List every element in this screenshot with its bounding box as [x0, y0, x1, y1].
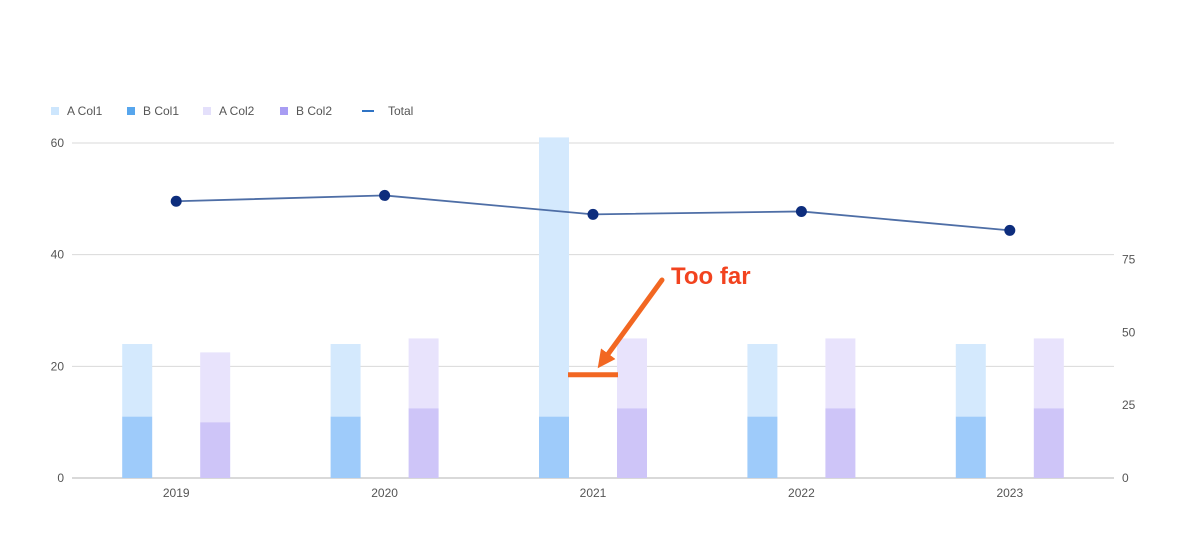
- right-axis-tick-label: 25: [1122, 398, 1136, 412]
- legend-swatch-icon: [51, 107, 59, 115]
- annotation: Too far: [568, 263, 751, 378]
- annotation-arrow: [597, 277, 665, 369]
- legend-label: Total: [388, 104, 413, 118]
- bar-b-col1-2020[interactable]: [330, 416, 361, 478]
- x-axis: 2019 2020 2021 2022 2023: [163, 486, 1024, 500]
- x-axis-tick-label: 2023: [996, 486, 1023, 500]
- bar-a-col2-2020[interactable]: [408, 338, 439, 409]
- x-axis-tick-label: 2021: [580, 486, 607, 500]
- bar-a-col2-2021[interactable]: [617, 338, 647, 409]
- legend-label: B Col1: [143, 104, 179, 118]
- total-point-2021[interactable]: [587, 208, 599, 220]
- legend-item-b-col2[interactable]: B Col2: [280, 104, 332, 118]
- bar-b-col1-2022[interactable]: [747, 416, 778, 478]
- right-axis-tick-label: 75: [1122, 253, 1136, 267]
- right-axis-tick-label: 0: [1122, 471, 1129, 485]
- bar-b-col2-2020[interactable]: [408, 408, 439, 478]
- legend-item-b-col1[interactable]: B Col1: [127, 104, 179, 118]
- legend-item-a-col1[interactable]: A Col1: [51, 104, 103, 118]
- x-axis-tick-label: 2020: [371, 486, 398, 500]
- legend-label: B Col2: [296, 104, 332, 118]
- legend: A Col1 B Col1 A Col2 B Col2 Total: [51, 104, 413, 118]
- bar-b-col1-2021[interactable]: [539, 416, 569, 478]
- left-axis-tick-label: 20: [51, 359, 65, 373]
- bar-a-col2-2019[interactable]: [200, 352, 231, 423]
- total-point-2023[interactable]: [1004, 224, 1016, 236]
- total-points: [170, 189, 1016, 236]
- legend-label: A Col2: [219, 104, 255, 118]
- legend-swatch-icon: [127, 107, 135, 115]
- legend-swatch-icon: [203, 107, 211, 115]
- bar-b-col2-2021[interactable]: [617, 408, 647, 478]
- x-axis-tick-label: 2019: [163, 486, 190, 500]
- bar-a-col1-2023[interactable]: [955, 344, 986, 417]
- x-axis-tick-label: 2022: [788, 486, 815, 500]
- left-axis-tick-label: 0: [57, 471, 64, 485]
- bar-a-col1-2019[interactable]: [122, 344, 153, 417]
- bar-b-col1-2019[interactable]: [122, 416, 153, 478]
- total-point-2022[interactable]: [795, 205, 807, 217]
- bar-a-col1-2022[interactable]: [747, 344, 778, 417]
- bar-b-col2-2019[interactable]: [200, 422, 231, 478]
- left-axis-tick-label: 40: [51, 248, 65, 262]
- bar-a-col1-2020[interactable]: [330, 344, 361, 417]
- left-axis: 0 20 40 60: [51, 136, 65, 485]
- gridlines: [72, 142, 1114, 479]
- legend-swatch-icon: [280, 107, 288, 115]
- bar-a-col2-2023[interactable]: [1033, 338, 1064, 409]
- annotation-text: Too far: [671, 263, 751, 290]
- bar-b-col1-2023[interactable]: [955, 416, 986, 478]
- left-axis-tick-label: 60: [51, 136, 65, 150]
- bar-b-col2-2023[interactable]: [1033, 408, 1064, 478]
- legend-label: A Col1: [67, 104, 103, 118]
- bar-b-col2-2022[interactable]: [825, 408, 856, 478]
- bar-a-col2-2022[interactable]: [825, 338, 856, 409]
- bar-a-col1-2021[interactable]: [539, 137, 569, 417]
- bars: [122, 137, 1064, 478]
- legend-item-total[interactable]: Total: [362, 104, 413, 118]
- right-axis: 0 25 50 75: [1122, 253, 1136, 485]
- legend-item-a-col2[interactable]: A Col2: [203, 104, 255, 118]
- total-point-2020[interactable]: [379, 189, 391, 201]
- total-point-2019[interactable]: [170, 195, 182, 207]
- right-axis-tick-label: 50: [1122, 325, 1136, 339]
